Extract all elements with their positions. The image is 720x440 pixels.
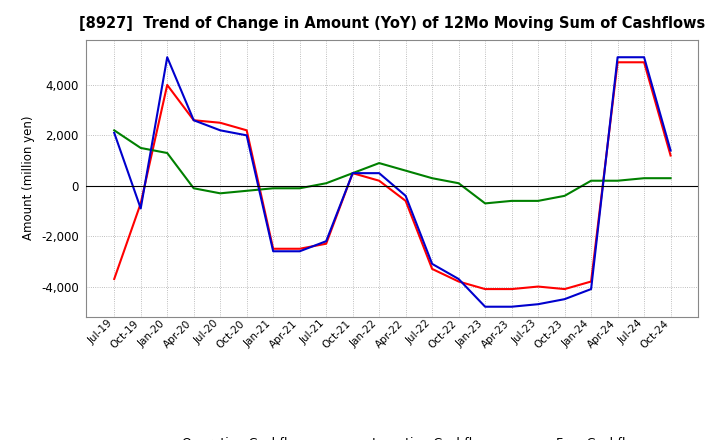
Operating Cashflow — [322, 241, 330, 246]
Free Cashflow — [454, 276, 463, 282]
Free Cashflow — [136, 206, 145, 211]
Operating Cashflow — [481, 286, 490, 292]
Line: Investing Cashflow: Investing Cashflow — [114, 130, 670, 203]
Operating Cashflow — [216, 120, 225, 125]
Operating Cashflow — [401, 198, 410, 204]
Title: [8927]  Trend of Change in Amount (YoY) of 12Mo Moving Sum of Cashflows: [8927] Trend of Change in Amount (YoY) o… — [79, 16, 706, 32]
Operating Cashflow — [243, 128, 251, 133]
Investing Cashflow — [613, 178, 622, 183]
Free Cashflow — [216, 128, 225, 133]
Operating Cashflow — [613, 60, 622, 65]
Free Cashflow — [587, 286, 595, 292]
Investing Cashflow — [401, 168, 410, 173]
Operating Cashflow — [269, 246, 277, 251]
Free Cashflow — [428, 261, 436, 267]
Free Cashflow — [481, 304, 490, 309]
Investing Cashflow — [666, 176, 675, 181]
Investing Cashflow — [534, 198, 542, 204]
Investing Cashflow — [481, 201, 490, 206]
Investing Cashflow — [243, 188, 251, 194]
Free Cashflow — [534, 301, 542, 307]
Operating Cashflow — [428, 266, 436, 271]
Investing Cashflow — [269, 186, 277, 191]
Operating Cashflow — [666, 153, 675, 158]
Investing Cashflow — [189, 186, 198, 191]
Operating Cashflow — [640, 60, 649, 65]
Free Cashflow — [295, 249, 304, 254]
Operating Cashflow — [163, 82, 171, 88]
Free Cashflow — [348, 171, 357, 176]
Operating Cashflow — [454, 279, 463, 284]
Investing Cashflow — [110, 128, 119, 133]
Free Cashflow — [640, 55, 649, 60]
Free Cashflow — [560, 297, 569, 302]
Line: Operating Cashflow: Operating Cashflow — [114, 62, 670, 289]
Operating Cashflow — [295, 246, 304, 251]
Free Cashflow — [163, 55, 171, 60]
Investing Cashflow — [428, 176, 436, 181]
Operating Cashflow — [508, 286, 516, 292]
Operating Cashflow — [136, 201, 145, 206]
Free Cashflow — [401, 193, 410, 198]
Operating Cashflow — [560, 286, 569, 292]
Investing Cashflow — [454, 180, 463, 186]
Investing Cashflow — [560, 193, 569, 198]
Investing Cashflow — [136, 145, 145, 150]
Operating Cashflow — [534, 284, 542, 289]
Operating Cashflow — [189, 117, 198, 123]
Investing Cashflow — [322, 180, 330, 186]
Free Cashflow — [269, 249, 277, 254]
Operating Cashflow — [375, 178, 384, 183]
Investing Cashflow — [508, 198, 516, 204]
Investing Cashflow — [640, 176, 649, 181]
Free Cashflow — [613, 55, 622, 60]
Free Cashflow — [508, 304, 516, 309]
Operating Cashflow — [110, 276, 119, 282]
Legend: Operating Cashflow, Investing Cashflow, Free Cashflow: Operating Cashflow, Investing Cashflow, … — [136, 432, 649, 440]
Investing Cashflow — [295, 186, 304, 191]
Free Cashflow — [666, 148, 675, 153]
Y-axis label: Amount (million yen): Amount (million yen) — [22, 116, 35, 240]
Line: Free Cashflow: Free Cashflow — [114, 57, 670, 307]
Investing Cashflow — [375, 161, 384, 166]
Investing Cashflow — [163, 150, 171, 156]
Operating Cashflow — [587, 279, 595, 284]
Free Cashflow — [110, 130, 119, 136]
Investing Cashflow — [216, 191, 225, 196]
Free Cashflow — [189, 117, 198, 123]
Investing Cashflow — [587, 178, 595, 183]
Investing Cashflow — [348, 171, 357, 176]
Free Cashflow — [375, 171, 384, 176]
Free Cashflow — [243, 133, 251, 138]
Operating Cashflow — [348, 171, 357, 176]
Free Cashflow — [322, 238, 330, 244]
